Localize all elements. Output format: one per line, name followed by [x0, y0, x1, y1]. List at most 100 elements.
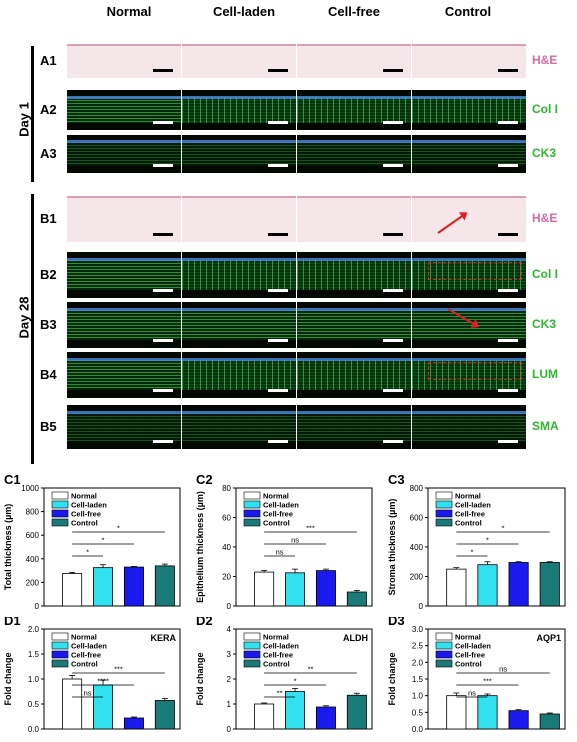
legend-swatch-d2-2 — [243, 650, 261, 659]
bar-c3-1 — [477, 564, 498, 607]
scale-bar — [383, 69, 403, 72]
bar-c2-3 — [346, 591, 367, 607]
panel-label-d2: D2 — [196, 617, 213, 628]
chart-c2: C2 0 20 40 60 80 Epithelium thickness (µm) Norm… — [192, 468, 384, 614]
micrograph-b3-control — [412, 302, 526, 348]
column-header-cell-free: Cell-free — [327, 4, 381, 19]
highlight-box-b4 — [428, 362, 522, 380]
row-label-b1: B1 — [40, 211, 57, 226]
y-tick-label-c2: 0 — [227, 602, 232, 611]
bar-c1-1 — [93, 567, 114, 607]
legend-label-c2-2: Cell-free — [263, 510, 293, 519]
legend-swatch-d2-0 — [243, 632, 261, 641]
gene-label-d2: ALDH — [343, 633, 368, 643]
scale-bar — [153, 389, 173, 392]
scale-bar — [268, 69, 288, 72]
scale-bar — [498, 440, 518, 443]
significance-label-c2-2: *** — [306, 524, 315, 533]
scale-bar — [498, 389, 518, 392]
legend-label-c3-3: Control — [455, 519, 482, 528]
legend-swatch-d1-1 — [51, 641, 69, 650]
y-axis-label-d2: Fold change — [195, 652, 205, 705]
legend-swatch-d3-1 — [435, 641, 453, 650]
legend-swatch-c3-3 — [435, 518, 453, 527]
scale-bar — [153, 233, 173, 236]
y-tick-label-d3: 0.5 — [412, 708, 424, 717]
legend-label-d1-3: Control — [71, 660, 98, 669]
legend-label-c2-1: Cell-laden — [263, 501, 299, 510]
y-tick-label-c1: 600 — [26, 531, 40, 540]
legend-swatch-d1-2 — [51, 650, 69, 659]
y-tick-label-d2: 2 — [227, 675, 232, 684]
row-label-a3: A3 — [40, 146, 57, 161]
y-tick-label-c3: 800 — [410, 484, 424, 493]
significance-label-c3-1: * — [486, 536, 489, 545]
significance-label-d3-1: *** — [483, 677, 492, 686]
bar-d3-2 — [508, 710, 529, 730]
panel-label-d1: D1 — [4, 617, 21, 628]
micrograph-b4-cell-free — [297, 352, 411, 398]
bar-d3-0 — [446, 695, 467, 730]
chart-d3: D3 0.0 0.5 1.0 1.5 2.0 2.5 3.0 Fold change Normal… — [384, 613, 577, 737]
y-tick-label-d3: 1.0 — [412, 692, 424, 701]
significance-label-c2-1: ns — [291, 536, 299, 545]
micrograph-b4-normal — [67, 352, 181, 398]
scale-bar — [498, 233, 518, 236]
bar-d3-3 — [539, 713, 560, 730]
legend-swatch-c2-2 — [243, 509, 261, 518]
y-axis-label-d3: Fold change — [387, 652, 397, 705]
scale-bar — [383, 121, 403, 124]
y-tick-label-c1: 0 — [35, 602, 40, 611]
legend-label-d2-3: Control — [263, 660, 290, 669]
legend-label-d3-2: Cell-free — [455, 651, 485, 660]
legend-label-d1-2: Cell-free — [71, 651, 101, 660]
y-tick-label-d2: 1 — [227, 700, 232, 709]
micrograph-b5-cell-free — [297, 405, 411, 449]
chart-d3-svg: D3 0.0 0.5 1.0 1.5 2.0 2.5 3.0 Fold change Normal… — [387, 613, 566, 734]
y-tick-label-d1: 1.5 — [28, 650, 40, 659]
significance-label-d1-2: *** — [114, 665, 123, 674]
micrograph-a3-normal — [67, 135, 181, 173]
bar-c3-0 — [446, 568, 467, 607]
row-label-a1: A1 — [40, 53, 57, 68]
micrograph-b3-cell-laden — [182, 302, 296, 348]
scale-bar — [498, 164, 518, 167]
micrograph-a1-cell-free — [297, 44, 411, 78]
micrograph-b3-normal — [67, 302, 181, 348]
stain-label-a1: H&E — [532, 53, 558, 67]
scale-bar — [153, 121, 173, 124]
y-tick-label-d3: 2.5 — [412, 642, 424, 651]
y-tick-label-d3: 3.0 — [412, 625, 424, 634]
significance-label-d2-1: * — [294, 677, 297, 686]
micrograph-b2-control — [412, 252, 526, 298]
legend-swatch-c2-1 — [243, 500, 261, 509]
gene-label-d1: KERA — [150, 633, 176, 643]
panel-label-c2: C2 — [196, 472, 213, 487]
row-label-b4: B4 — [40, 367, 57, 382]
y-tick-label-c2: 40 — [222, 543, 231, 552]
stain-label-a2: Col I — [532, 102, 558, 116]
significance-label-c1-2: * — [117, 524, 120, 533]
chart-d1: D1 0.0 0.5 1.0 1.5 2.0 Fold change Normal Cell-l… — [0, 613, 192, 737]
micrograph-a1-normal — [67, 44, 181, 78]
legend-label-c1-0: Normal — [71, 492, 97, 501]
scale-bar — [268, 289, 288, 292]
legend-label-d2-2: Cell-free — [263, 651, 293, 660]
y-tick-label-c1: 400 — [26, 555, 40, 564]
scale-bar — [383, 339, 403, 342]
legend-swatch-c1-3 — [51, 518, 69, 527]
y-tick-label-d1: 1.0 — [28, 675, 40, 684]
scale-bar — [268, 389, 288, 392]
scale-bar — [153, 339, 173, 342]
legend-label-d1-1: Cell-laden — [71, 642, 107, 651]
chart-d2: D2 0 1 2 3 4 Fold change Normal Cell-laden Cell-f… — [192, 613, 384, 737]
legend-label-c3-1: Cell-laden — [455, 501, 491, 510]
y-tick-label-c1: 800 — [26, 508, 40, 517]
micrograph-a2-cell-free — [297, 90, 411, 130]
significance-label-d3-0: ns — [468, 689, 476, 698]
day1-bracket — [31, 46, 34, 182]
bar-d1-2 — [123, 717, 144, 730]
row-label-b5: B5 — [40, 419, 57, 434]
legend-swatch-c2-0 — [243, 491, 261, 500]
significance-label-d2-2: ** — [308, 665, 314, 674]
